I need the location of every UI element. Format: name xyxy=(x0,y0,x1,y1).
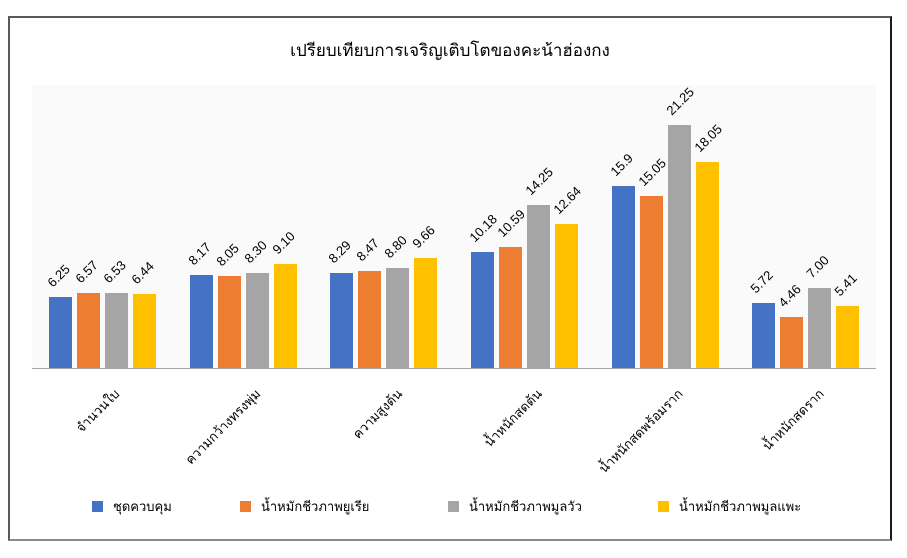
bar xyxy=(189,274,213,368)
legend-label: ชุดควบคุม xyxy=(113,500,172,515)
bar xyxy=(217,276,241,368)
legend-label: น้ำหมักชีวภาพมูลวัว xyxy=(469,500,582,515)
bar xyxy=(132,294,156,368)
bar xyxy=(836,306,860,368)
category-label: ความกว้างทรงพุ่ม xyxy=(183,386,265,468)
bar xyxy=(808,288,832,368)
legend-swatch-icon xyxy=(658,501,669,512)
bar xyxy=(330,273,354,368)
bar xyxy=(104,293,128,368)
legend-item-cow-manure: น้ำหมักชีวภาพมูลวัว xyxy=(448,496,582,517)
bar xyxy=(273,264,297,368)
category-label: ความสูงต้น xyxy=(350,386,406,443)
legend-swatch-icon xyxy=(92,501,103,512)
bar xyxy=(48,296,72,368)
bar xyxy=(386,267,410,368)
bar xyxy=(76,292,100,368)
bar xyxy=(667,125,691,368)
legend-swatch-icon xyxy=(240,501,251,512)
legend-item-goat-manure: น้ำหมักชีวภาพมูลแพะ xyxy=(658,496,801,517)
bar xyxy=(554,223,578,368)
category-label: น้ำหนักสดพร้อมราก xyxy=(596,386,687,477)
legend-item-urea: น้ำหมักชีวภาพยูเรีย xyxy=(240,496,369,517)
bar xyxy=(470,251,494,368)
chart-frame: เปรียบเทียบการเจริญเติบโตของคะน้าฮ่องกง … xyxy=(8,16,892,541)
bar xyxy=(695,161,719,368)
legend: ชุดควบคุม น้ำหมักชีวภาพยูเรีย น้ำหมักชีว… xyxy=(10,496,890,516)
legend-swatch-icon xyxy=(448,501,459,512)
plot-area xyxy=(32,85,876,370)
bar xyxy=(611,186,635,368)
bar xyxy=(358,271,382,368)
legend-item-control: ชุดควบคุม xyxy=(92,496,172,517)
legend-label: น้ำหมักชีวภาพยูเรีย xyxy=(261,500,370,515)
x-axis-line xyxy=(32,368,876,369)
bar xyxy=(752,302,776,368)
bar xyxy=(526,205,550,368)
legend-label: น้ำหมักชีวภาพมูลแพะ xyxy=(679,500,802,515)
category-label: น้ำหนักสดต้น xyxy=(482,386,547,451)
chart-title: เปรียบเทียบการเจริญเติบโตของคะน้าฮ่องกง xyxy=(290,41,610,61)
category-label: จำนวนใบ xyxy=(74,386,124,437)
bar xyxy=(245,273,269,368)
bar xyxy=(639,196,663,368)
bar xyxy=(498,247,522,368)
bar xyxy=(414,257,438,368)
bar xyxy=(780,317,804,368)
category-label: น้ำหนักสดราก xyxy=(760,386,828,455)
